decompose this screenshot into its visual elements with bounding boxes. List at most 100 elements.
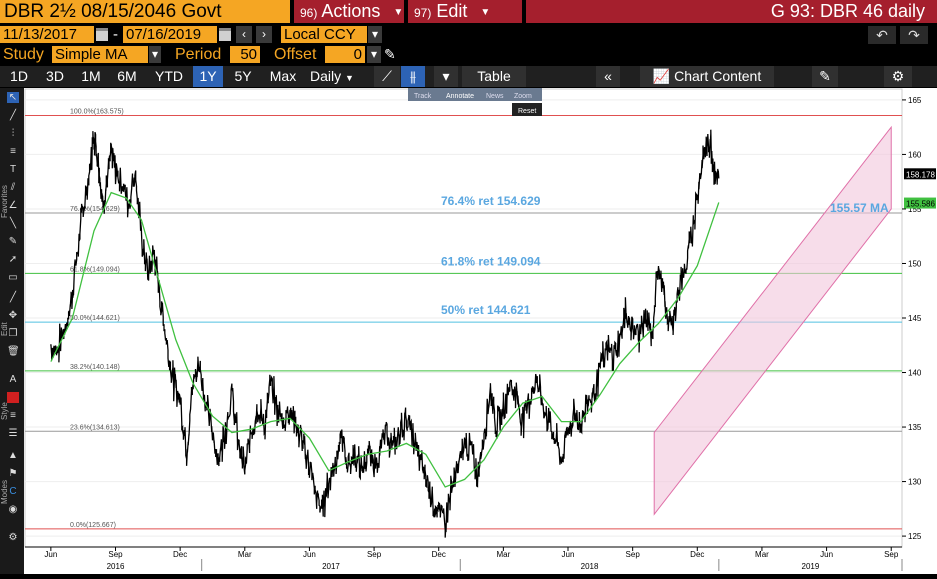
chevron-left-icon[interactable]: ‹ — [236, 26, 252, 43]
x-tick-label: Dec — [432, 550, 446, 559]
news-tool[interactable]: News — [486, 93, 504, 100]
end-date-field[interactable]: 07/16/2019 — [123, 26, 217, 43]
gear-icon[interactable]: ⚙ — [884, 66, 912, 87]
price-chart-svg: 100.0%(163.575) 76.4%(154.629) 61.8%(149.0… — [24, 88, 936, 571]
chevron-right-icon[interactable]: › — [256, 26, 272, 43]
edit-label: Edit — [0, 322, 9, 336]
text-style-icon[interactable]: A — [9, 374, 17, 385]
period-input[interactable]: 50 — [230, 46, 260, 63]
y-tick-label: 130 — [908, 478, 922, 487]
start-date-field[interactable]: 11/13/2017 — [0, 26, 94, 43]
pen-icon[interactable]: ╱ — [9, 292, 17, 303]
year-label: 2018 — [581, 562, 599, 571]
color-swatch-icon[interactable] — [7, 392, 19, 403]
c-mode-icon[interactable]: C — [9, 486, 17, 497]
ruler-icon[interactable]: ▭ — [8, 272, 18, 283]
period-1y-button[interactable]: 1Y — [193, 66, 223, 87]
offset-input[interactable]: 0 — [325, 46, 365, 63]
fib-label: 38.2%(140.148) — [70, 364, 120, 371]
x-tick-label: Sep — [108, 550, 123, 559]
undo-icon[interactable]: ↶ — [868, 26, 896, 44]
period-5y-button[interactable]: 5Y — [234, 68, 252, 84]
camera-icon[interactable]: ◉ — [8, 504, 18, 515]
channel-icon[interactable]: ⫽ — [10, 182, 16, 193]
year-label: 2019 — [802, 562, 820, 571]
mode-icon[interactable]: ▲ — [8, 450, 18, 461]
track-tool[interactable]: Track — [414, 93, 432, 100]
pencil-icon[interactable]: ✎ — [8, 236, 18, 247]
x-tick-label: Mar — [755, 550, 769, 559]
y-tick-label: 165 — [908, 96, 922, 105]
period-6m-button[interactable]: 6M — [117, 68, 137, 84]
line-style-icon[interactable]: ≡ — [10, 410, 16, 421]
line-tool-icon[interactable]: ╲ — [9, 218, 17, 229]
x-tick-label: Mar — [496, 550, 510, 559]
x-tick-label: Mar — [238, 550, 252, 559]
edit-chart-icon[interactable]: ✎ — [812, 66, 838, 87]
calendar-icon[interactable] — [96, 28, 108, 41]
period-1d-button[interactable]: 1D — [10, 68, 28, 84]
copy-icon[interactable]: ❐ — [8, 328, 18, 339]
chevron-down-icon[interactable]: ▾ — [367, 46, 381, 63]
y-tick-label: 135 — [908, 423, 922, 432]
price-chart[interactable]: 100.0%(163.575) 76.4%(154.629) 61.8%(149.0… — [24, 88, 937, 574]
x-tick-label: Jun — [562, 550, 575, 559]
ma-label: 155.57 MA — [830, 201, 889, 215]
calendar-icon[interactable] — [219, 28, 231, 41]
tool-icon[interactable]: ⫶ — [11, 128, 15, 139]
double-chevron-left-icon[interactable]: « — [596, 66, 620, 87]
edit-menu-button[interactable]: 97) Edit ▼ — [408, 0, 522, 23]
chevron-down-icon[interactable]: ▾ — [434, 66, 458, 87]
security-title[interactable]: DBR 2½ 08/15/2046 Govt — [0, 0, 290, 23]
line-chart-icon[interactable]: ⟋ — [374, 66, 400, 87]
fib-label: 0.0%(125.667) — [70, 522, 116, 529]
x-tick-label: Jun — [303, 550, 316, 559]
cursor-icon[interactable]: ↖ — [7, 92, 19, 103]
delete-icon[interactable]: 🗑 — [7, 346, 20, 357]
year-label: 2016 — [107, 562, 125, 571]
last-price-tag: 158.178 — [906, 170, 935, 179]
edit-menu-label: Edit — [436, 1, 468, 21]
table-button[interactable]: Table — [462, 66, 526, 87]
annotate-tool[interactable]: Annotate — [446, 93, 474, 100]
snap-icon[interactable]: ⚑ — [8, 468, 18, 479]
frequency-select[interactable]: Daily ▼ — [306, 66, 358, 87]
modes-label: Modes — [0, 479, 9, 504]
title-bar: DBR 2½ 08/15/2046 Govt 96) Actions ▼ 97)… — [0, 0, 937, 24]
actions-menu-button[interactable]: 96) Actions ▼ — [294, 0, 404, 23]
bar-chart-icon[interactable]: ⫵ — [401, 66, 425, 87]
retracement-annotations: 76.4% ret 154.629 61.8% ret 149.094 50% re… — [441, 194, 541, 317]
period-max-button[interactable]: Max — [269, 68, 297, 84]
zoom-tool[interactable]: Zoom — [514, 93, 532, 100]
redo-icon[interactable]: ↷ — [900, 26, 928, 44]
period-3d-button[interactable]: 3D — [46, 68, 64, 84]
arrow-icon[interactable]: ➚ — [8, 254, 18, 265]
currency-select[interactable]: Local CCY — [281, 26, 367, 43]
chart-toolbar: 1D 3D 1M 6M YTD 1Y 5Y Max Daily ▼ ⟋ ⫵ ▾ … — [0, 66, 937, 87]
chart-icon: 📈 — [652, 68, 671, 84]
frequency-label: Daily — [310, 68, 342, 84]
pencil-icon[interactable]: ✎ — [384, 46, 396, 62]
favorites-label: Favorites — [0, 185, 9, 218]
chevron-down-icon[interactable]: ▾ — [149, 46, 161, 63]
y-tick-label: 145 — [908, 314, 922, 323]
chevron-down-icon[interactable]: ▾ — [368, 26, 382, 43]
x-tick-label: Dec — [690, 550, 704, 559]
x-axis: Jun Sep Dec Mar Jun Sep Dec Mar Jun Sep Dec Mar Jun S… — [25, 546, 903, 571]
move-icon[interactable]: ✥ — [8, 310, 18, 321]
period-ytd-button[interactable]: YTD — [155, 68, 183, 84]
reset-button[interactable]: Reset — [518, 108, 536, 115]
trend-line-icon[interactable]: ╱ — [9, 110, 17, 121]
y-tick-label: 160 — [908, 150, 922, 159]
fib-icon[interactable]: ≡ — [10, 146, 16, 157]
chart-content-button[interactable]: 📈 Chart Content — [640, 66, 774, 87]
study-select[interactable]: Simple MA — [52, 46, 148, 63]
period-1m-button[interactable]: 1M — [81, 68, 101, 84]
period-label: Period — [175, 46, 222, 63]
retracement-annotation: 50% ret 144.621 — [441, 303, 531, 317]
text-tool-icon[interactable]: T — [9, 164, 17, 175]
y-axis: 125 130 135 140 145 150 155 160 165 — [902, 96, 922, 541]
line-weight-icon[interactable]: ☰ — [8, 428, 18, 439]
angle-icon[interactable]: ∠ — [8, 200, 18, 211]
settings-icon[interactable]: ⚙ — [8, 532, 18, 543]
